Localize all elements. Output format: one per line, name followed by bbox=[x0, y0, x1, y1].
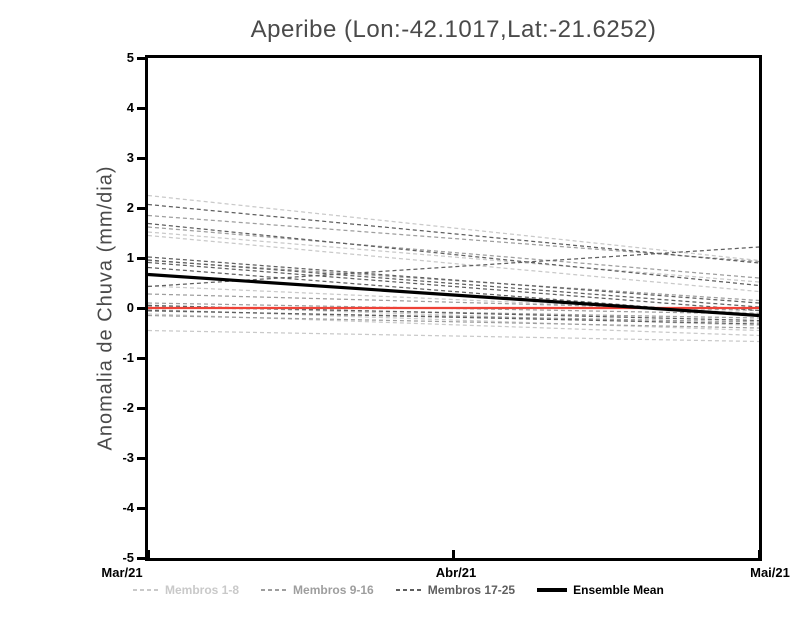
member-line-group1-4 bbox=[148, 285, 759, 314]
member-line-group3-2 bbox=[148, 222, 759, 287]
y-tick-mark bbox=[137, 506, 145, 510]
x-tick-label: Mar/21 bbox=[101, 565, 143, 580]
member-line-group1-3 bbox=[148, 234, 759, 293]
x-tick-mark bbox=[452, 550, 455, 558]
y-tick-mark bbox=[137, 306, 145, 310]
y-tick-mark bbox=[137, 356, 145, 360]
member-line-group1-8 bbox=[148, 329, 759, 343]
y-tick-mark bbox=[137, 206, 145, 210]
legend-entry-membros-1-8: Membros 1-8 bbox=[133, 583, 239, 597]
legend-solid-line-sample bbox=[537, 588, 568, 592]
y-tick-mark bbox=[137, 406, 145, 410]
x-tick-label: Abr/21 bbox=[435, 565, 477, 580]
y-tick-label: 0 bbox=[126, 300, 134, 315]
y-tick-mark bbox=[137, 156, 145, 160]
y-tick-label: 5 bbox=[126, 50, 134, 65]
y-tick-mark bbox=[137, 56, 145, 60]
member-line-group3-9 bbox=[148, 309, 759, 325]
legend-label: Membros 17-25 bbox=[427, 583, 516, 597]
legend-entry-ensemble-mean: Ensemble Mean bbox=[537, 583, 664, 597]
y-tick-label: -5 bbox=[122, 550, 134, 565]
legend-label: Membros 1-8 bbox=[165, 583, 240, 597]
chart-title: Aperibe (Lon:-42.1017,Lat:-21.6252) bbox=[250, 16, 657, 43]
y-tick-label: 4 bbox=[126, 100, 134, 115]
y-tick-mark bbox=[137, 106, 145, 110]
x-tick-mark bbox=[757, 550, 761, 558]
legend-label: Membros 9-16 bbox=[293, 583, 374, 597]
y-tick-label: 2 bbox=[126, 200, 134, 215]
y-tick-label: 1 bbox=[126, 250, 134, 265]
legend-dashed-line-sample bbox=[395, 589, 422, 591]
member-line-group3-1 bbox=[148, 203, 759, 264]
member-line-group2-4 bbox=[148, 293, 759, 312]
legend-dashed-line-sample bbox=[133, 589, 159, 591]
member-line-group2-8 bbox=[148, 314, 759, 329]
legend: Membros 1-8 Membros 9-16 Membros 17-25 Ense… bbox=[133, 583, 664, 597]
y-tick-label: -3 bbox=[122, 450, 134, 465]
y-tick-label: -4 bbox=[122, 500, 134, 515]
y-tick-mark bbox=[137, 556, 145, 560]
y-tick-label: 3 bbox=[126, 150, 134, 165]
legend-label: Ensemble Mean bbox=[573, 583, 664, 597]
legend-entry-membros-17-25: Membros 17-25 bbox=[395, 583, 516, 597]
y-tick-mark bbox=[137, 456, 145, 460]
y-tick-mark bbox=[137, 256, 145, 260]
member-line-group2-5 bbox=[148, 302, 759, 315]
x-tick-mark bbox=[146, 550, 150, 558]
x-tick-label: Mai/21 bbox=[750, 565, 790, 580]
plot-lines-canvas bbox=[148, 194, 759, 343]
y-tick-label: -1 bbox=[122, 350, 134, 365]
plot-area bbox=[145, 55, 762, 561]
member-line-group1-1 bbox=[148, 194, 759, 262]
member-line-group3-5 bbox=[148, 261, 759, 312]
legend-dashed-line-sample bbox=[261, 589, 288, 591]
y-tick-label: -2 bbox=[122, 400, 134, 415]
legend-entry-membros-9-16: Membros 9-16 bbox=[261, 583, 374, 597]
ensemble-mean-line bbox=[148, 272, 759, 318]
